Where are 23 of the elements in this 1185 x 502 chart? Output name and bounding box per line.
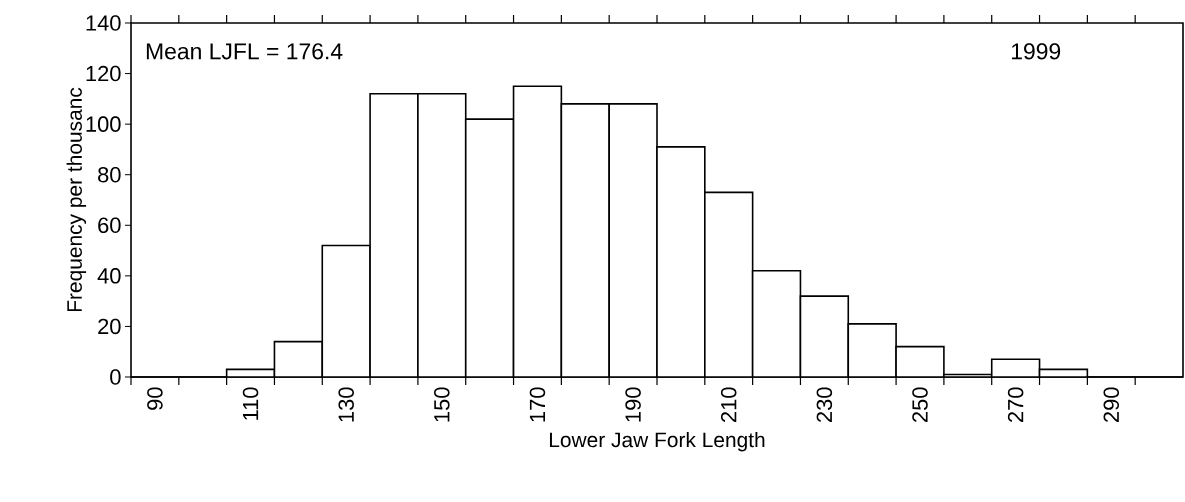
y-axis-title: Frequency per thousanc	[66, 87, 87, 312]
x-tick-label: 130	[338, 387, 354, 422]
y-tick-label: 80	[98, 166, 121, 183]
y-tick-label: 40	[97, 268, 121, 284]
x-tick-label: 270	[1007, 387, 1024, 422]
x-axis-title: Lower Jaw Fork Length	[549, 431, 765, 452]
annotation: Mean LJFL = 176.4	[146, 43, 343, 60]
x-tick-label: 170	[529, 387, 546, 422]
x-tick-label: 290	[1103, 387, 1120, 422]
x-tick-label: 250	[912, 387, 928, 422]
x-tick-label: 90	[147, 387, 163, 410]
y-tick-label: 20	[98, 318, 121, 335]
x-tick-label: 230	[816, 387, 833, 422]
x-tick-label: 110	[242, 387, 259, 420]
y-tick-label: 100	[86, 116, 121, 132]
annotation: 1999	[1011, 43, 1061, 60]
x-tick-label: 210	[720, 387, 737, 422]
y-tick-label: 0	[110, 369, 121, 385]
y-tick-label: 120	[86, 65, 121, 82]
x-tick-label: 150	[434, 387, 450, 422]
y-tick-label: 140	[86, 15, 121, 31]
y-tick-label: 60	[98, 217, 121, 234]
x-tick-label: 190	[625, 387, 641, 422]
